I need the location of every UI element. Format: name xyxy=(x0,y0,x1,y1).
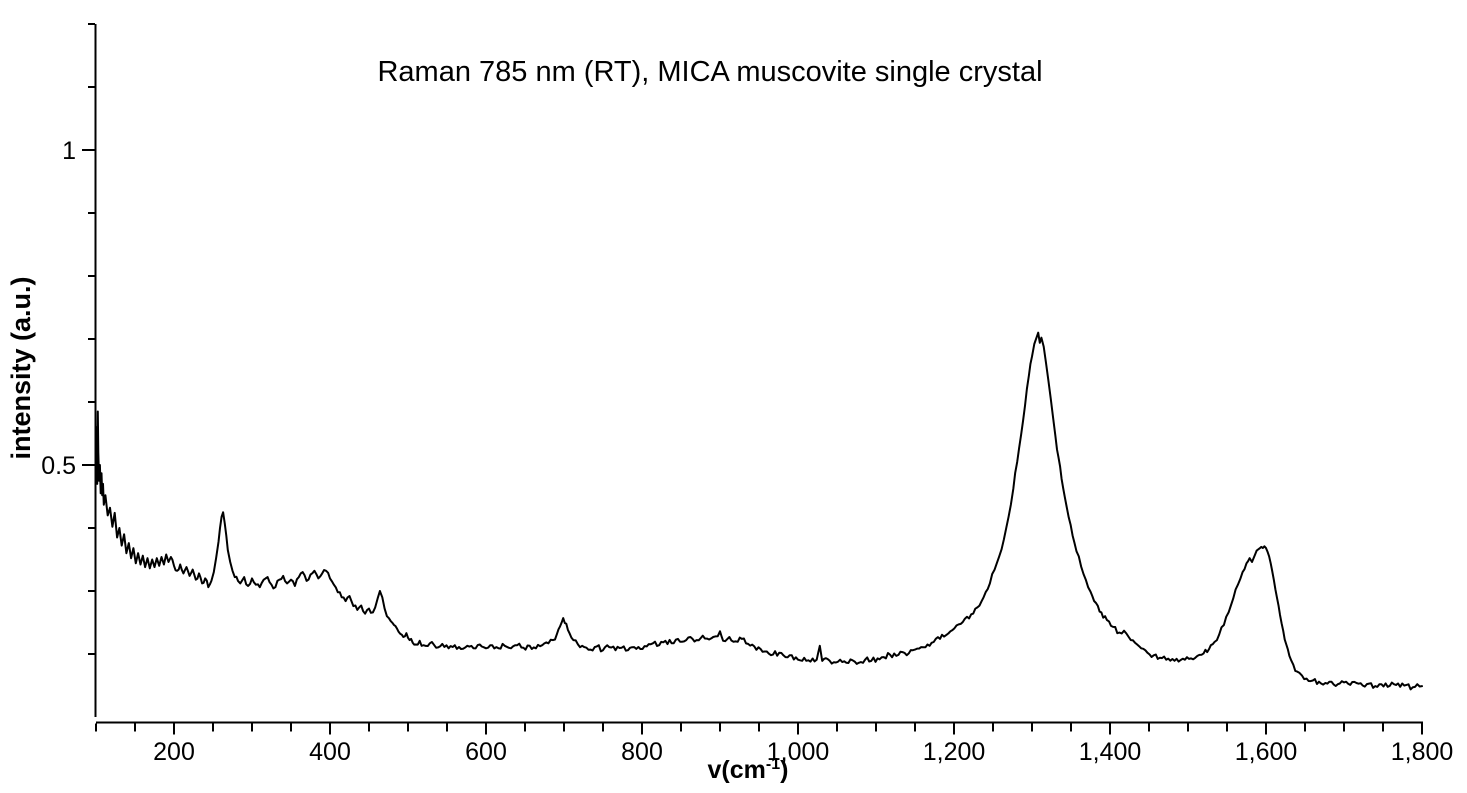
x-tick-label: 800 xyxy=(621,738,663,766)
x-tick-label: 1,800 xyxy=(1391,738,1454,766)
x-tick-label: 1,600 xyxy=(1235,738,1298,766)
chart-title: Raman 785 nm (RT), MICA muscovite single… xyxy=(377,56,1042,88)
x-axis-label: v(cm-1) xyxy=(708,756,789,784)
y-tick-label: 0.5 xyxy=(41,452,76,480)
x-tick-label: 1,400 xyxy=(1079,738,1142,766)
spectrum-line xyxy=(95,331,1423,691)
y-axis: 0.51 xyxy=(41,23,97,717)
x-axis: 200 400 600 800 1,000 1,200 1,400 1,600 1,800 xyxy=(95,721,1454,766)
x-tick-label: 400 xyxy=(309,738,351,766)
y-tick-label: 1 xyxy=(62,137,76,165)
x-tick-label: 1,000 xyxy=(767,738,830,766)
x-tick-label: 1,200 xyxy=(923,738,986,766)
x-tick-label: 200 xyxy=(153,738,195,766)
x-tick-label: 600 xyxy=(465,738,507,766)
y-axis-label: intensity (a.u.) xyxy=(6,276,36,459)
